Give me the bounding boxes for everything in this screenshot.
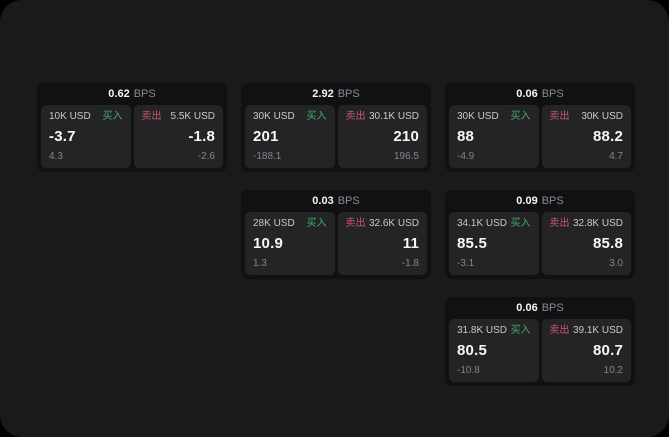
buy-price: 10.9 — [253, 235, 283, 252]
sell-quote-tile[interactable]: 卖出 5.5K USD -1.8 -2.6 — [133, 105, 223, 168]
buy-amount: 28K USD — [253, 218, 295, 229]
buy-tag: 买入 — [306, 218, 327, 229]
bps-unit-label: BPS — [337, 195, 360, 207]
sell-amount: 32.8K USD — [572, 218, 623, 229]
buy-tag: 买入 — [306, 111, 327, 122]
sell-amount: 32.6K USD — [368, 218, 419, 229]
sell-price: 210 — [393, 128, 419, 145]
quote-card-4: 0.03 BPS 28K USD 买入 10.9 1.3 卖出 32.6K US… — [241, 190, 431, 279]
card-header: 0.09 BPS — [449, 190, 631, 212]
sell-quote-tile[interactable]: 卖出 30.1K USD 210 196.5 — [337, 105, 427, 168]
quote-card-1: 0.62 BPS 10K USD 买入 -3.7 4.3 卖出 5.5K USD — [37, 83, 227, 172]
buy-amount: 10K USD — [49, 111, 91, 122]
sell-amount: 30K USD — [581, 111, 623, 122]
card-header: 2.92 BPS — [245, 83, 427, 105]
buy-price: 88 — [457, 128, 475, 145]
sell-price: -1.8 — [188, 128, 215, 145]
sell-price: 85.8 — [593, 235, 623, 252]
sell-tag: 卖出 — [345, 111, 366, 122]
sell-delta: 4.7 — [609, 151, 623, 162]
buy-tag: 买入 — [510, 111, 531, 122]
buy-quote-tile[interactable]: 28K USD 买入 10.9 1.3 — [245, 212, 335, 275]
sell-tag: 卖出 — [141, 111, 162, 122]
sell-delta: 3.0 — [609, 258, 623, 269]
sell-price: 11 — [402, 235, 419, 252]
sell-delta: -2.6 — [197, 151, 215, 162]
quote-card-6: 0.06 BPS 31.8K USD 买入 80.5 -10.8 卖出 39.1… — [445, 297, 635, 386]
buy-price: -3.7 — [49, 128, 76, 145]
buy-amount: 30K USD — [253, 111, 295, 122]
sell-delta: 196.5 — [393, 151, 419, 162]
sell-quote-tile[interactable]: 卖出 32.6K USD 11 -1.8 — [337, 212, 427, 275]
bps-value: 2.92 — [312, 88, 334, 100]
bps-value: 0.03 — [312, 195, 334, 207]
buy-delta: -188.1 — [253, 151, 282, 162]
card-header: 0.06 BPS — [449, 297, 631, 319]
bps-value: 0.06 — [516, 88, 538, 100]
buy-delta: -3.1 — [457, 258, 475, 269]
card-header: 0.62 BPS — [41, 83, 223, 105]
quote-card-2: 2.92 BPS 30K USD 买入 201 -188.1 卖出 30.1K … — [241, 83, 431, 172]
buy-quote-tile[interactable]: 10K USD 买入 -3.7 4.3 — [41, 105, 131, 168]
buy-price: 201 — [253, 128, 279, 145]
buy-delta: 4.3 — [49, 151, 63, 162]
buy-delta: 1.3 — [253, 258, 267, 269]
bps-unit-label: BPS — [133, 88, 156, 100]
bps-unit-label: BPS — [541, 302, 564, 314]
sell-delta: -1.8 — [401, 258, 419, 269]
sell-delta: 10.2 — [603, 365, 623, 376]
buy-amount: 30K USD — [457, 111, 499, 122]
sell-amount: 5.5K USD — [170, 111, 215, 122]
sell-tag: 卖出 — [549, 325, 570, 336]
buy-quote-tile[interactable]: 30K USD 买入 201 -188.1 — [245, 105, 335, 168]
buy-delta: -4.9 — [457, 151, 475, 162]
buy-tag: 买入 — [510, 325, 531, 336]
quote-card-3: 0.06 BPS 30K USD 买入 88 -4.9 卖出 30K USD — [445, 83, 635, 172]
buy-quote-tile[interactable]: 31.8K USD 买入 80.5 -10.8 — [449, 319, 539, 382]
sell-tag: 卖出 — [345, 218, 366, 229]
sell-amount: 39.1K USD — [572, 325, 623, 336]
bps-unit-label: BPS — [541, 195, 564, 207]
card-header: 0.06 BPS — [449, 83, 631, 105]
sell-amount: 30.1K USD — [368, 111, 419, 122]
buy-tag: 买入 — [510, 218, 531, 229]
buy-tag: 买入 — [102, 111, 123, 122]
bps-value: 0.06 — [516, 302, 538, 314]
sell-price: 80.7 — [593, 342, 623, 359]
bps-unit-label: BPS — [541, 88, 564, 100]
buy-quote-tile[interactable]: 34.1K USD 买入 85.5 -3.1 — [449, 212, 539, 275]
buy-amount: 34.1K USD — [457, 218, 508, 229]
buy-delta: -10.8 — [457, 365, 480, 376]
sell-quote-tile[interactable]: 卖出 39.1K USD 80.7 10.2 — [541, 319, 631, 382]
card-header: 0.03 BPS — [245, 190, 427, 212]
bps-unit-label: BPS — [337, 88, 360, 100]
sell-quote-tile[interactable]: 卖出 32.8K USD 85.8 3.0 — [541, 212, 631, 275]
bps-value: 0.09 — [516, 195, 538, 207]
quote-card-grid: 0.62 BPS 10K USD 买入 -3.7 4.3 卖出 5.5K USD — [37, 83, 635, 386]
quote-card-5: 0.09 BPS 34.1K USD 买入 85.5 -3.1 卖出 32.8K… — [445, 190, 635, 279]
buy-quote-tile[interactable]: 30K USD 买入 88 -4.9 — [449, 105, 539, 168]
bps-value: 0.62 — [108, 88, 130, 100]
buy-amount: 31.8K USD — [457, 325, 508, 336]
sell-price: 88.2 — [593, 128, 623, 145]
sell-tag: 卖出 — [549, 111, 570, 122]
buy-price: 80.5 — [457, 342, 487, 359]
sell-quote-tile[interactable]: 卖出 30K USD 88.2 4.7 — [541, 105, 631, 168]
buy-price: 85.5 — [457, 235, 487, 252]
sell-tag: 卖出 — [549, 218, 570, 229]
